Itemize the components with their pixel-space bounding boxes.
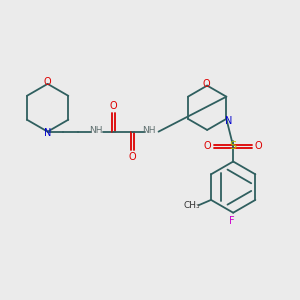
Text: O: O: [110, 101, 117, 111]
Text: S: S: [230, 141, 237, 151]
Text: NH: NH: [88, 126, 102, 135]
Text: O: O: [128, 152, 136, 162]
Text: CH₃: CH₃: [184, 201, 201, 210]
Text: O: O: [202, 79, 210, 89]
Text: O: O: [255, 141, 262, 151]
Text: NH: NH: [142, 126, 156, 135]
Text: N: N: [225, 116, 233, 126]
Text: O: O: [204, 141, 212, 151]
Text: O: O: [44, 77, 51, 87]
Text: N: N: [44, 128, 51, 137]
Text: F: F: [229, 216, 234, 226]
